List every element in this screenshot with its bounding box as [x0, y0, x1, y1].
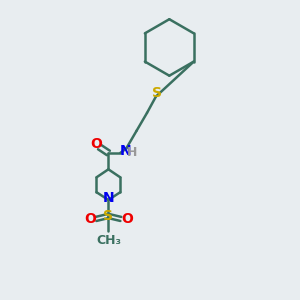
Text: O: O [90, 137, 102, 151]
Text: O: O [121, 212, 133, 226]
Text: S: S [152, 86, 162, 100]
Text: S: S [103, 209, 113, 223]
Text: H: H [126, 146, 137, 159]
Text: O: O [84, 212, 96, 226]
Text: N: N [103, 191, 114, 206]
Text: CH₃: CH₃ [96, 234, 121, 247]
Text: N: N [119, 144, 131, 158]
